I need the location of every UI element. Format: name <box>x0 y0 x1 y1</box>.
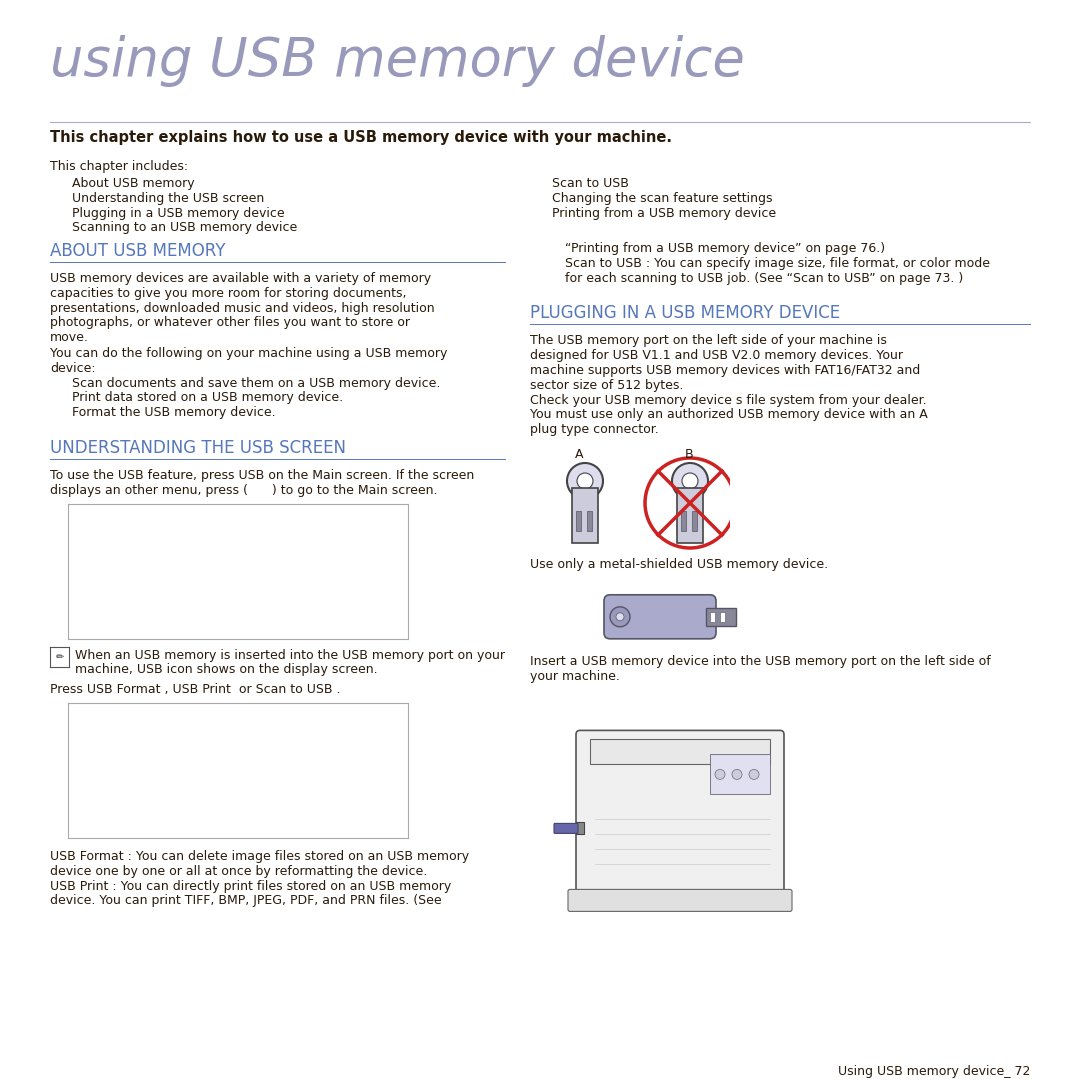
Text: USB memory devices are available with a variety of memory: USB memory devices are available with a … <box>50 272 431 285</box>
Text: Scan documents and save them on a USB memory device.: Scan documents and save them on a USB me… <box>72 377 441 390</box>
Text: Format the USB memory device.: Format the USB memory device. <box>72 406 275 419</box>
Circle shape <box>732 769 742 780</box>
Text: Plugging in a USB memory device: Plugging in a USB memory device <box>72 206 285 219</box>
Text: You must use only an authorized USB memory device with an A: You must use only an authorized USB memo… <box>530 408 928 421</box>
Circle shape <box>616 612 624 621</box>
Text: This chapter explains how to use a USB memory device with your machine.: This chapter explains how to use a USB m… <box>50 130 672 145</box>
Text: designed for USB V1.1 and USB V2.0 memory devices. Your: designed for USB V1.1 and USB V2.0 memor… <box>530 349 903 362</box>
Text: Using USB memory device_ 72: Using USB memory device_ 72 <box>838 1065 1030 1078</box>
Text: displays an other menu, press (      ) to go to the Main screen.: displays an other menu, press ( ) to go … <box>50 484 437 497</box>
FancyBboxPatch shape <box>554 823 578 834</box>
Bar <box>588 511 592 531</box>
Text: UNDERSTANDING THE USB SCREEN: UNDERSTANDING THE USB SCREEN <box>50 438 346 457</box>
Text: device. You can print TIFF, BMP, JPEG, PDF, and PRN files. (See: device. You can print TIFF, BMP, JPEG, P… <box>50 894 442 907</box>
Text: photographs, or whatever other files you want to store or: photographs, or whatever other files you… <box>50 316 410 329</box>
Circle shape <box>672 463 708 499</box>
Text: machine supports USB memory devices with FAT16/FAT32 and: machine supports USB memory devices with… <box>530 364 920 377</box>
Text: ABOUT USB MEMORY: ABOUT USB MEMORY <box>50 242 226 260</box>
Text: USB Format : You can delete image files stored on an USB memory: USB Format : You can delete image files … <box>50 850 469 863</box>
Text: Printing from a USB memory device: Printing from a USB memory device <box>552 206 777 219</box>
Text: Print data stored on a USB memory device.: Print data stored on a USB memory device… <box>72 391 343 404</box>
Text: A: A <box>575 448 583 461</box>
Text: This chapter includes:: This chapter includes: <box>50 160 188 173</box>
Text: Understanding the USB screen: Understanding the USB screen <box>72 192 265 205</box>
Text: “Printing from a USB memory device” on page 76.): “Printing from a USB memory device” on p… <box>565 242 886 255</box>
Text: for each scanning to USB job. (See “Scan to USB” on page 73. ): for each scanning to USB job. (See “Scan… <box>565 271 963 285</box>
Bar <box>706 608 735 625</box>
Text: B: B <box>685 448 693 461</box>
Text: The USB memory port on the left side of your machine is: The USB memory port on the left side of … <box>530 335 887 348</box>
Bar <box>720 611 725 622</box>
Text: Press USB Format , USB Print  or Scan to USB .: Press USB Format , USB Print or Scan to … <box>50 684 340 697</box>
Text: Check your USB memory device s file system from your dealer.: Check your USB memory device s file syst… <box>530 393 927 406</box>
Text: Use only a metal-shielded USB memory device.: Use only a metal-shielded USB memory dev… <box>530 558 828 571</box>
Text: USB Print : You can directly print files stored on an USB memory: USB Print : You can directly print files… <box>50 879 451 892</box>
Text: Changing the scan feature settings: Changing the scan feature settings <box>552 192 772 205</box>
Text: sector size of 512 bytes.: sector size of 512 bytes. <box>530 379 684 392</box>
Circle shape <box>750 769 759 780</box>
Bar <box>590 740 770 765</box>
Text: PLUGGING IN A USB MEMORY DEVICE: PLUGGING IN A USB MEMORY DEVICE <box>530 305 840 323</box>
Text: machine, USB icon shows on the display screen.: machine, USB icon shows on the display s… <box>75 663 378 676</box>
Text: Scanning to an USB memory device: Scanning to an USB memory device <box>72 221 297 234</box>
Bar <box>677 488 703 543</box>
Circle shape <box>577 473 593 489</box>
Text: Insert a USB memory device into the USB memory port on the left side of: Insert a USB memory device into the USB … <box>530 654 990 667</box>
FancyBboxPatch shape <box>576 730 784 899</box>
Text: presentations, downloaded music and videos, high resolution: presentations, downloaded music and vide… <box>50 301 434 314</box>
Bar <box>576 822 584 835</box>
Bar <box>710 611 715 622</box>
Text: You can do the following on your machine using a USB memory: You can do the following on your machine… <box>50 347 447 360</box>
Bar <box>572 488 598 543</box>
Bar <box>692 511 697 531</box>
Text: your machine.: your machine. <box>530 670 620 683</box>
Circle shape <box>567 463 603 499</box>
Text: device:: device: <box>50 362 96 375</box>
Text: using USB memory device: using USB memory device <box>50 35 745 87</box>
FancyBboxPatch shape <box>568 890 792 912</box>
Text: ✏: ✏ <box>56 652 64 662</box>
Circle shape <box>610 607 630 626</box>
FancyBboxPatch shape <box>604 595 716 638</box>
Text: plug type connector.: plug type connector. <box>530 423 659 436</box>
Text: device one by one or all at once by reformatting the device.: device one by one or all at once by refo… <box>50 865 428 878</box>
Bar <box>576 511 581 531</box>
Circle shape <box>715 769 725 780</box>
Text: capacities to give you more room for storing documents,: capacities to give you more room for sto… <box>50 287 406 300</box>
Text: About USB memory: About USB memory <box>72 177 194 190</box>
Text: Scan to USB: Scan to USB <box>552 177 629 190</box>
Bar <box>681 511 686 531</box>
Circle shape <box>681 473 698 489</box>
Text: move.: move. <box>50 332 89 345</box>
Text: When an USB memory is inserted into the USB memory port on your: When an USB memory is inserted into the … <box>75 649 505 662</box>
Bar <box>710 755 770 795</box>
Text: Scan to USB : You can specify image size, file format, or color mode: Scan to USB : You can specify image size… <box>565 257 990 270</box>
Text: To use the USB feature, press USB on the Main screen. If the screen: To use the USB feature, press USB on the… <box>50 469 474 482</box>
